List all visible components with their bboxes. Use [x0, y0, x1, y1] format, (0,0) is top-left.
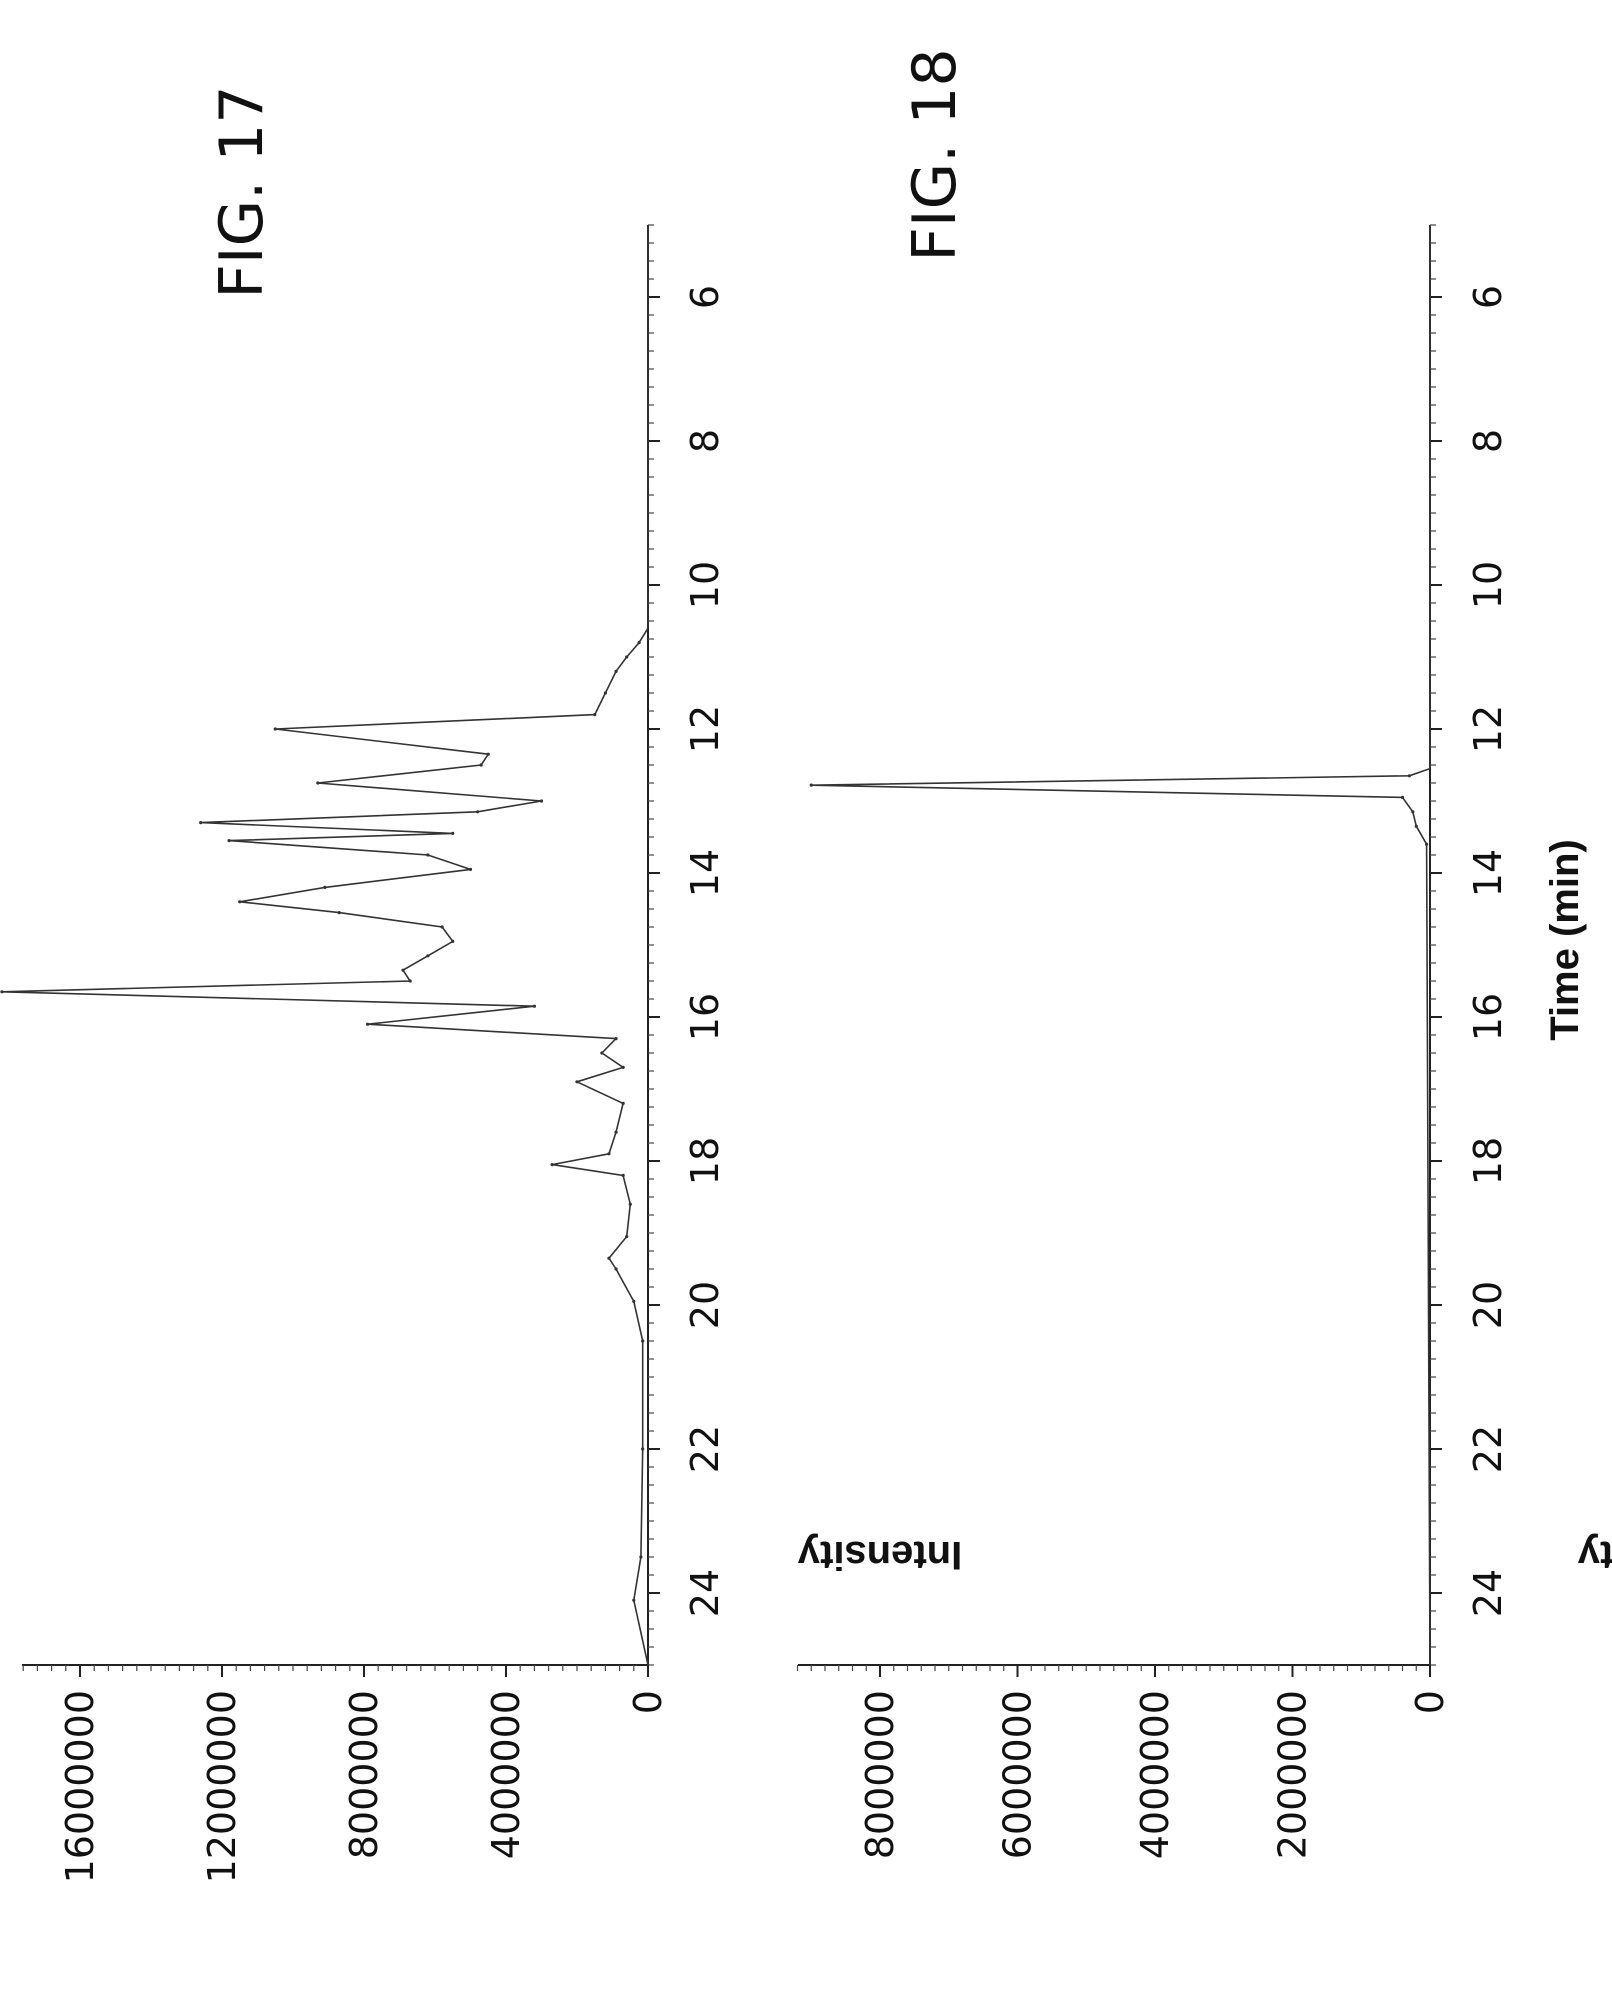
time-tick-label: 22	[1466, 1425, 1510, 1473]
peak-point	[238, 900, 242, 904]
peak-point	[639, 1555, 643, 1559]
peak-point	[476, 810, 480, 814]
peak-point	[337, 911, 341, 915]
peak-point	[621, 1173, 625, 1177]
intensity-tick-label: 4000000	[1133, 1690, 1177, 1859]
intensity-axis-title: Intensity	[1577, 1533, 1612, 1577]
intensity-tick-label: 16000000	[58, 1690, 102, 1883]
intensity-tick-label: 2000000	[1271, 1690, 1315, 1859]
peak-point	[575, 1080, 579, 1084]
peak-point	[607, 1256, 611, 1260]
peak-point	[593, 713, 597, 717]
intensity-tick-label: 6000000	[996, 1690, 1040, 1859]
time-tick-label: 18	[1466, 1137, 1510, 1185]
intensity-tick-label: 12000000	[200, 1690, 244, 1883]
peak-point	[614, 1267, 618, 1271]
peak-point	[316, 781, 320, 785]
peak-point	[637, 641, 641, 645]
peak-point	[600, 1051, 604, 1055]
figure-title: FIG. 17	[207, 85, 277, 298]
peak-point	[440, 925, 444, 929]
peak-point	[614, 1037, 618, 1041]
peak-point	[625, 655, 629, 659]
peak-point	[323, 885, 327, 890]
peak-point	[227, 839, 231, 843]
chromatogram-trace	[811, 225, 1431, 1666]
intensity-tick-label: 0	[626, 1690, 670, 1714]
peak-point	[1407, 774, 1411, 778]
chromatogram-trace	[1, 225, 649, 1666]
chart-panel-1: FIG. 17 6 8 10 12 14 16 18 20 22 24 0 4000000 8000000…	[0, 85, 962, 1883]
peak-point	[632, 1299, 636, 1303]
figure-title: FIG. 18	[900, 48, 970, 261]
peak-point	[0, 990, 4, 994]
peak-point	[628, 1202, 632, 1206]
intensity-tick-label: 4000000	[484, 1690, 528, 1859]
peak-point	[479, 763, 483, 767]
peak-point	[625, 1235, 629, 1239]
peak-point	[539, 799, 544, 803]
peak-point	[1414, 824, 1418, 828]
peak-point	[621, 1065, 625, 1069]
peak-point	[641, 1447, 645, 1451]
time-tick-label: 24	[1466, 1569, 1510, 1617]
peak-point	[550, 1163, 554, 1167]
time-tick-label: 16	[683, 993, 727, 1041]
peak-point	[273, 727, 277, 731]
peak-point	[451, 939, 455, 944]
time-tick-label: 14	[683, 849, 727, 897]
time-tick-label: 6	[683, 285, 727, 309]
peak-point	[809, 783, 813, 787]
peak-point	[632, 1598, 636, 1602]
peak-point	[1411, 810, 1415, 814]
time-tick-label: 12	[683, 705, 727, 753]
peak-point	[614, 669, 618, 674]
time-tick-label: 8	[683, 429, 727, 453]
time-tick-label: 22	[683, 1425, 727, 1473]
time-tick-label: 12	[1466, 705, 1510, 753]
time-tick-label: 6	[1466, 285, 1510, 309]
time-tick-label: 10	[1466, 561, 1510, 609]
peak-point	[1400, 795, 1405, 800]
peak-point	[532, 1004, 537, 1008]
peak-point	[641, 1339, 645, 1343]
time-tick-label: 10	[683, 561, 727, 609]
peak-point	[408, 979, 412, 983]
peak-point	[199, 821, 203, 825]
peak-point	[365, 1022, 370, 1026]
peak-point	[1424, 842, 1429, 846]
time-tick-label: 14	[1466, 849, 1510, 897]
intensity-tick-label: 0	[1408, 1690, 1452, 1714]
time-tick-label: 24	[683, 1569, 727, 1617]
time-tick-label: 20	[1466, 1281, 1510, 1329]
time-tick-label: 18	[683, 1137, 727, 1185]
peak-point	[486, 752, 490, 756]
peak-point	[426, 853, 430, 857]
peak-point	[607, 1152, 611, 1156]
time-tick-label: 20	[683, 1281, 727, 1329]
time-axis-title: Time (min)	[1543, 839, 1587, 1041]
peak-point	[603, 691, 608, 695]
time-tick-label: 8	[1466, 429, 1510, 453]
peak-point	[401, 968, 405, 972]
time-tick-label: 16	[1466, 993, 1510, 1041]
intensity-tick-label: 8000000	[342, 1690, 386, 1859]
chart-panel-2: FIG. 18 6 8 10 12 14 16 18 20 22 24 0 2000000 4000000…	[796, 48, 1612, 1859]
peak-point	[451, 831, 455, 836]
intensity-axis-title: Intensity	[797, 1533, 962, 1577]
peak-point	[426, 954, 430, 958]
peak-point	[621, 1101, 625, 1105]
peak-point	[468, 867, 473, 872]
peak-point	[614, 1130, 618, 1134]
intensity-tick-label: 8000000	[858, 1690, 902, 1859]
